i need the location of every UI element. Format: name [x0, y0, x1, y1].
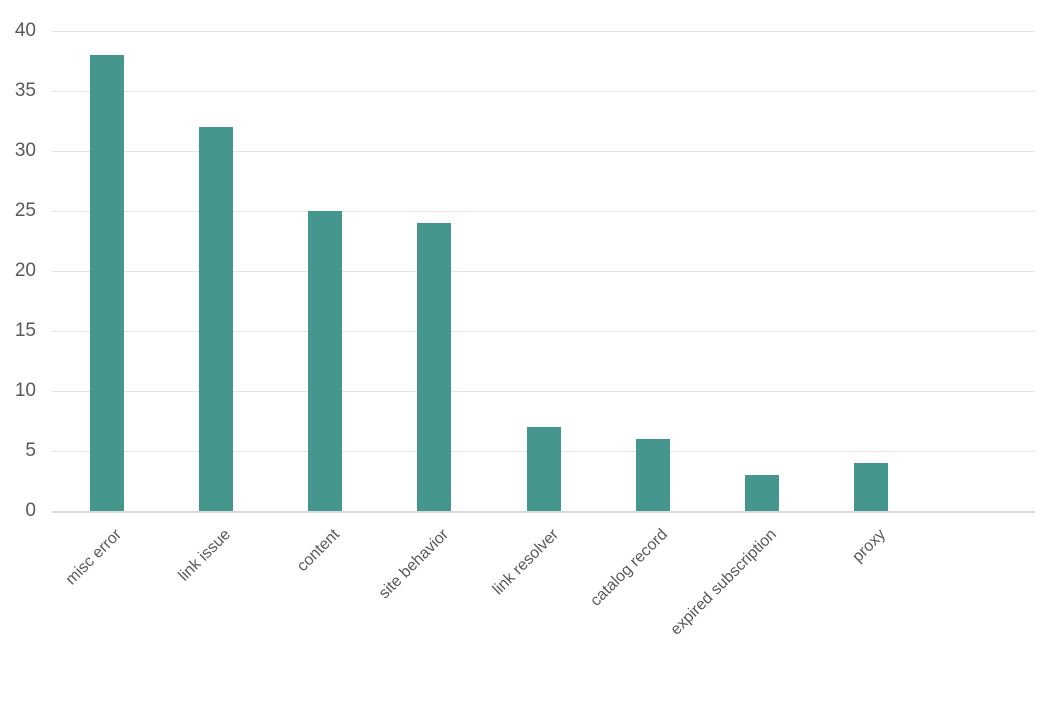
- gridline: [52, 211, 1035, 212]
- y-axis-tick-label: 0: [25, 500, 36, 521]
- bar-misc-error: [89, 55, 124, 511]
- bar-link-issue: [198, 127, 233, 511]
- y-axis-tick-label: 30: [14, 140, 36, 161]
- gridline: [52, 271, 1035, 272]
- y-axis-tick-label: 5: [25, 440, 36, 461]
- bar-catalog-record: [635, 439, 670, 511]
- y-axis-tick-label: 40: [14, 20, 36, 41]
- gridline: [52, 91, 1035, 92]
- gridline: [52, 331, 1035, 332]
- x-axis-line: [52, 511, 1035, 513]
- gridline: [52, 391, 1035, 392]
- bar-content: [308, 211, 343, 511]
- bar-site-behavior: [417, 223, 452, 511]
- y-axis-tick-label: 20: [14, 260, 36, 281]
- bar-expired-subscription: [744, 475, 779, 511]
- x-axis-category-label: misc error: [62, 526, 125, 589]
- plot-area: [52, 31, 1035, 513]
- y-axis-tick-label: 15: [14, 320, 36, 341]
- y-axis-tick-label: 25: [14, 200, 36, 221]
- gridline: [52, 31, 1035, 32]
- y-axis-tick-label: 10: [14, 380, 36, 401]
- bar-link-resolver: [526, 427, 561, 511]
- bar-proxy: [854, 463, 889, 511]
- gridline: [52, 151, 1035, 152]
- y-axis-tick-label: 35: [14, 80, 36, 101]
